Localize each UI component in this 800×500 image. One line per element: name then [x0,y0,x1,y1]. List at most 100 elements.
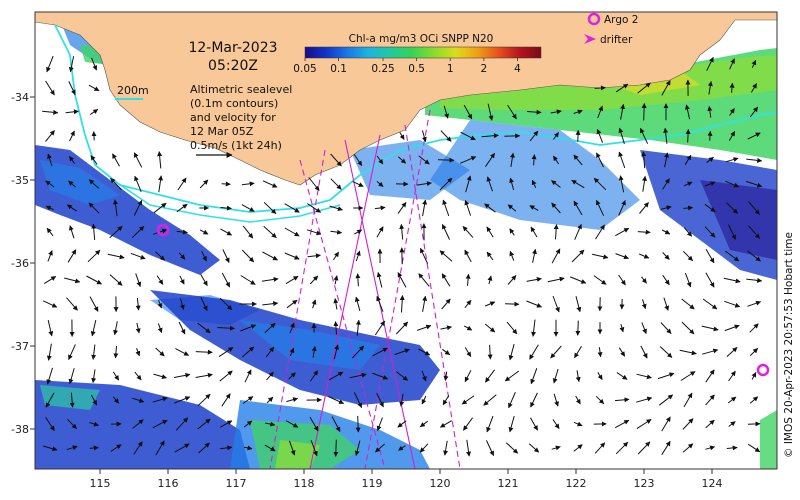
velocity-arrow [594,85,606,91]
velocity-arrow [593,275,607,285]
velocity-arrow [641,322,647,335]
velocity-arrow [152,396,168,403]
x-tick-label: 122 [566,477,587,490]
velocity-arrow [333,298,339,310]
velocity-arrow [746,157,763,163]
velocity-arrow [636,418,652,430]
velocity-arrow [682,418,694,430]
colorbar-tick-label: 2 [481,63,488,75]
velocity-arrow [701,325,719,332]
velocity-arrow [112,153,120,167]
velocity-arrow [531,319,537,337]
velocity-arrow [509,152,515,167]
velocity-arrow [685,129,691,143]
velocity-arrow [615,227,630,237]
velocity-arrow [68,180,76,188]
velocity-arrow [552,419,560,430]
velocity-arrow [547,276,565,283]
velocity-arrow [618,151,626,169]
velocity-arrow [311,299,317,309]
velocity-arrow [727,396,737,404]
velocity-arrow [552,155,560,165]
velocity-arrow [465,273,471,286]
x-tick-label: 115 [90,477,111,490]
colorbar-tick-label: 0.05 [293,63,316,75]
velocity-arrow [747,250,761,262]
velocity-arrow [374,205,386,211]
velocity-arrow [615,83,629,93]
velocity-arrow [354,296,361,312]
x-tick-label: 121 [498,477,519,490]
velocity-arrow [707,130,713,141]
velocity-arrow [69,130,75,142]
velocity-arrow [683,392,693,408]
velocity-arrow [663,297,670,311]
velocity-arrow [262,251,278,261]
velocity-arrow [723,277,741,284]
velocity-arrow [529,417,539,431]
velocity-arrow [508,415,515,433]
velocity-arrow [636,396,653,403]
velocity-arrow [484,152,496,167]
velocity-arrow [683,205,694,211]
velocity-arrow [333,439,339,457]
velocity-arrow [464,347,472,358]
velocity-arrow [113,199,118,217]
velocity-arrow [266,371,274,381]
velocity-arrow [418,348,431,356]
velocity-arrow [526,300,542,308]
velocity-arrow [749,106,759,118]
velocity-arrow [419,443,429,453]
x-tick-label: 124 [702,477,723,490]
velocity-arrow [531,154,537,166]
x-tick-label: 118 [294,477,315,490]
satellite-tracks [269,109,461,469]
velocity-arrow [285,275,299,285]
velocity-arrow [441,273,451,287]
velocity-arrow [68,81,76,96]
velocity-arrow [306,229,322,236]
velocity-arrow [132,397,145,403]
velocity-arrow [372,347,388,357]
velocity-arrow [705,248,715,264]
velocity-arrow [658,394,674,406]
velocity-arrow [509,228,515,236]
velocity-arrow [397,420,407,428]
velocity-arrow [481,133,499,139]
velocity-arrow [352,181,364,187]
velocity-arrow [531,179,537,189]
velocity-arrow [746,277,763,283]
velocity-arrow [64,277,81,284]
velocity-arrow [153,373,167,380]
y-tick-label: -35 [11,174,29,187]
altimetry-legend: Altimetric sealevel (0.1m contours) and … [190,83,292,158]
velocity-arrow [661,416,671,432]
velocity-arrow [749,323,759,333]
velocity-arrow [417,324,432,331]
velocity-arrow [465,175,472,193]
altimetry-line-5: 0.5m/s (1kt 24h) [190,139,282,152]
velocity-arrow [374,320,386,336]
velocity-arrow [307,203,322,213]
velocity-arrow [571,179,585,189]
velocity-arrow [288,372,296,380]
velocity-arrow [91,369,97,384]
velocity-arrow [354,440,361,456]
velocity-arrow [553,393,559,407]
velocity-arrow [262,180,278,188]
velocity-arrow [220,205,232,211]
velocity-arrow [199,229,209,235]
velocity-arrow [197,393,211,407]
velocity-arrow [419,420,429,428]
velocity-arrow [241,181,255,187]
velocity-arrow [353,392,363,409]
velocity-arrow [130,252,146,260]
y-axis: -34 -35 -36 -37 -38 [11,91,35,436]
velocity-arrow [45,392,55,408]
velocity-arrow [619,323,625,333]
altimetry-line-4: 12 Mar 05Z [190,125,254,138]
velocity-arrow [309,370,319,382]
velocity-arrow [484,323,496,333]
velocity-arrow [376,417,383,431]
velocity-arrow [416,181,432,187]
